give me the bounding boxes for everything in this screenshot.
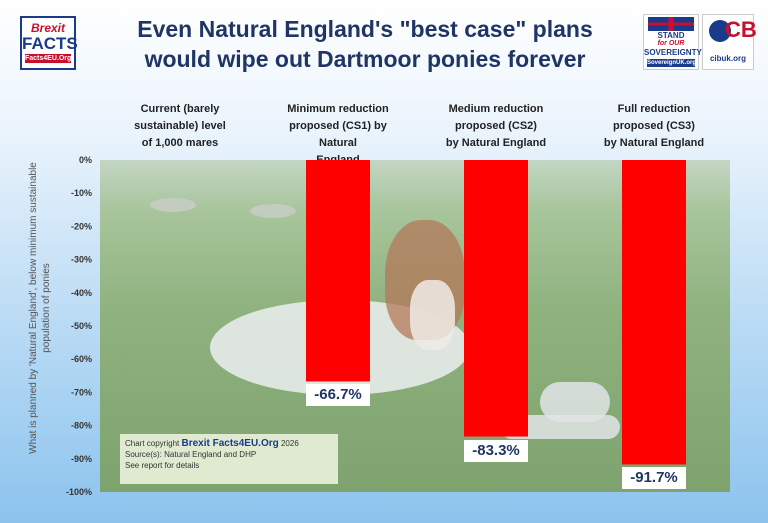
y-tick-label: -80% <box>71 421 92 431</box>
logo-line-2: FACTS <box>22 34 78 53</box>
category-label-line: sustainable) level <box>134 120 226 132</box>
chart-title: Even Natural England's "best case" plans… <box>137 16 593 72</box>
category-label-line: of 1,000 mares <box>141 137 219 149</box>
category-label-line: Medium reduction <box>448 103 544 115</box>
y-tick-label: -10% <box>71 188 92 198</box>
category-label-line: proposed (CS2) <box>455 120 537 132</box>
credit-box: Chart copyright Brexit Facts4EU.Org 2026… <box>120 434 338 484</box>
cibuk-logo: CB cibuk.org <box>702 14 757 70</box>
category-label-line: proposed (CS3) <box>613 120 695 132</box>
category-label-line: by Natural England <box>445 137 547 149</box>
y-tick-label: -50% <box>71 321 92 331</box>
logo-r1-line-1: STAND <box>657 31 685 40</box>
credit-line: Chart copyright Brexit Facts4EU.Org 2026 <box>125 438 333 449</box>
y-tick-label: -70% <box>71 387 92 397</box>
bar <box>306 160 370 382</box>
category-label-line: Current (barely <box>140 103 220 115</box>
y-tick-label: -30% <box>71 255 92 265</box>
credit-prefix: Chart copyright <box>125 439 180 448</box>
credit-year: 2026 <box>280 439 299 448</box>
cibuk-site: cibuk.org <box>709 54 746 63</box>
logo-r1-line-3: SOVEREIGNTY <box>644 48 702 57</box>
logo-r1-line-4: SovereignUK.org <box>647 59 697 67</box>
category-label-line: Minimum reduction <box>287 103 389 115</box>
stand-for-our-sovereignty-logo: STAND for OUR SOVEREIGNTY SovereignUK.or… <box>643 14 702 70</box>
logo-r1-line-2: for OUR <box>657 40 685 47</box>
cibuk-letters: CB <box>725 17 757 42</box>
data-label: -66.7% <box>306 384 370 407</box>
y-tick-label: -90% <box>71 454 92 464</box>
y-tick-label: -40% <box>71 288 92 298</box>
y-tick-label: -100% <box>66 487 92 497</box>
category-label-line: by Natural England <box>603 137 705 149</box>
category-label-line: Full reduction <box>617 103 691 115</box>
category-label: Medium reduction proposed (CS2) by Natural… <box>431 101 561 152</box>
bar <box>622 160 686 465</box>
y-tick-label: 0% <box>79 155 92 165</box>
brexit-facts-logo: Brexit FACTS Facts4EU.Org <box>20 16 78 70</box>
background-rock <box>150 198 196 212</box>
union-flag-icon <box>648 17 694 31</box>
y-tick-label: -20% <box>71 221 92 231</box>
bar <box>464 160 528 437</box>
category-label-line: proposed (CS1) by Natural <box>289 120 387 149</box>
pony-face <box>410 280 455 350</box>
category-label: Current (barely sustainable) level of 1,00… <box>115 101 245 152</box>
cibuk-circle-icon <box>709 20 731 42</box>
credit-note: See report for details <box>125 461 200 470</box>
credit-brand: Brexit Facts4EU.Org <box>181 438 279 449</box>
logo-line-1: Brexit <box>30 21 65 35</box>
y-axis-title: What is planned by 'Natural England', be… <box>28 162 52 454</box>
logo-line-3: Facts4EU.Org <box>25 54 72 63</box>
data-label: -83.3% <box>464 439 528 462</box>
category-label: Full reduction proposed (CS3) by Natural E… <box>589 101 719 152</box>
y-tick-label: -60% <box>71 354 92 364</box>
credit-sources: Source(s): Natural England and DHP <box>125 450 257 459</box>
background-rock <box>250 204 296 218</box>
data-label: -91.7% <box>622 467 686 490</box>
